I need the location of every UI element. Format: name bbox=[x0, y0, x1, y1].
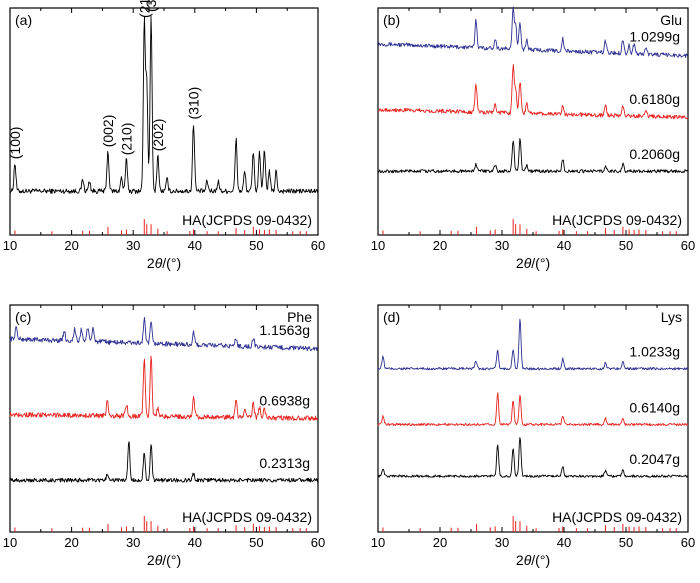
series-trace bbox=[377, 64, 689, 120]
x-tick-label: 10 bbox=[3, 535, 17, 550]
x-tick-label: 10 bbox=[371, 535, 385, 550]
x-tick-label: 30 bbox=[126, 238, 140, 253]
reference-label: HA(JCPDS 09-0432) bbox=[552, 509, 682, 525]
panel-c: 10 20 30 40 50 60 2θ/(°) (c) Phe HA(JCPDS 09-0432… bbox=[3, 304, 325, 568]
series-label: 0.6938g bbox=[259, 393, 310, 409]
x-tick-label: 50 bbox=[619, 238, 633, 253]
series-label: 0.2060g bbox=[629, 146, 680, 162]
x-tick-label: 20 bbox=[433, 238, 447, 253]
panel-label: (a) bbox=[15, 12, 32, 28]
series-label: 0.6140g bbox=[629, 399, 680, 415]
peak-label: (300) bbox=[143, 0, 159, 12]
x-axis-label: 2θ/(°) bbox=[516, 552, 550, 568]
x-tick-label: 50 bbox=[619, 535, 633, 550]
x-tick-label: 10 bbox=[371, 238, 385, 253]
series-trace bbox=[9, 316, 319, 352]
sample-name: Glu bbox=[660, 12, 682, 28]
peak-label: (210) bbox=[118, 123, 134, 156]
panel-b: 10 20 30 40 50 60 2θ/(°) (b) Glu HA(JCPDS 09-0432… bbox=[371, 6, 695, 271]
plot-frame bbox=[377, 304, 689, 533]
series-trace bbox=[377, 318, 689, 371]
series-trace bbox=[9, 15, 319, 194]
x-tick-label: 30 bbox=[495, 238, 509, 253]
reference-label: HA(JCPDS 09-0432) bbox=[182, 212, 312, 228]
x-tick-label: 40 bbox=[188, 535, 202, 550]
panel-d: 10 20 30 40 50 60 2θ/(°) (d) Lys HA(JCPDS 09-0432… bbox=[371, 304, 695, 568]
panel-label: (c) bbox=[15, 309, 31, 325]
x-tick-label: 30 bbox=[126, 535, 140, 550]
sample-name: Lys bbox=[661, 309, 682, 325]
series-trace bbox=[9, 355, 318, 421]
x-tick-label: 50 bbox=[249, 238, 263, 253]
x-axis-label: 2θ/(°) bbox=[516, 255, 550, 271]
peak-label: (202) bbox=[150, 119, 166, 152]
x-tick-label: 20 bbox=[64, 238, 78, 253]
series-trace bbox=[377, 392, 689, 427]
series-label: 1.0299g bbox=[629, 28, 680, 44]
x-tick-label: 40 bbox=[557, 535, 571, 550]
panel-label: (b) bbox=[383, 12, 400, 28]
sample-name: Phe bbox=[287, 309, 312, 325]
peak-label: (310) bbox=[186, 87, 202, 120]
series-label: 1.0233g bbox=[629, 344, 680, 360]
reference-label: HA(JCPDS 09-0432) bbox=[182, 509, 312, 525]
x-tick-label: 60 bbox=[311, 535, 325, 550]
x-tick-label: 20 bbox=[64, 535, 78, 550]
series-label: 0.6180g bbox=[629, 91, 680, 107]
peak-label: (211) bbox=[136, 0, 152, 18]
panel-label: (d) bbox=[383, 309, 400, 325]
reference-label: HA(JCPDS 09-0432) bbox=[552, 212, 682, 228]
panel-a: 10 20 30 40 50 60 2θ/(°) (a) HA(JCPDS 09-0432) (1… bbox=[3, 0, 325, 271]
series-trace bbox=[9, 441, 319, 483]
series-label: 0.2313g bbox=[259, 455, 310, 471]
series-label: 0.2047g bbox=[629, 451, 680, 467]
x-tick-label: 30 bbox=[495, 535, 509, 550]
peak-label: (100) bbox=[7, 127, 23, 160]
x-tick-label: 60 bbox=[681, 238, 695, 253]
x-tick-label: 50 bbox=[249, 535, 263, 550]
x-tick-label: 40 bbox=[557, 238, 571, 253]
x-tick-label: 60 bbox=[311, 238, 325, 253]
x-axis-label: 2θ/(°) bbox=[147, 552, 181, 568]
series-trace bbox=[377, 6, 689, 59]
series-trace bbox=[377, 138, 689, 174]
peak-label: (002) bbox=[100, 115, 116, 148]
x-axis-label: 2θ/(°) bbox=[147, 255, 181, 271]
series-label: 1.1563g bbox=[259, 322, 310, 338]
x-tick-label: 10 bbox=[3, 238, 17, 253]
x-tick-label: 60 bbox=[681, 535, 695, 550]
x-tick-label: 20 bbox=[433, 535, 447, 550]
x-tick-label: 40 bbox=[188, 238, 202, 253]
series-trace bbox=[377, 437, 689, 478]
